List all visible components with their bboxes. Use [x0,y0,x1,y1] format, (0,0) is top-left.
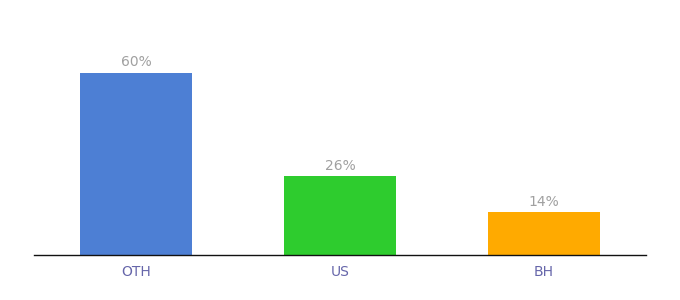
Text: 26%: 26% [324,159,356,173]
Bar [284,176,396,255]
Bar [80,73,192,255]
Text: 14%: 14% [528,195,560,209]
Bar [488,212,600,255]
Text: 60%: 60% [120,56,152,70]
